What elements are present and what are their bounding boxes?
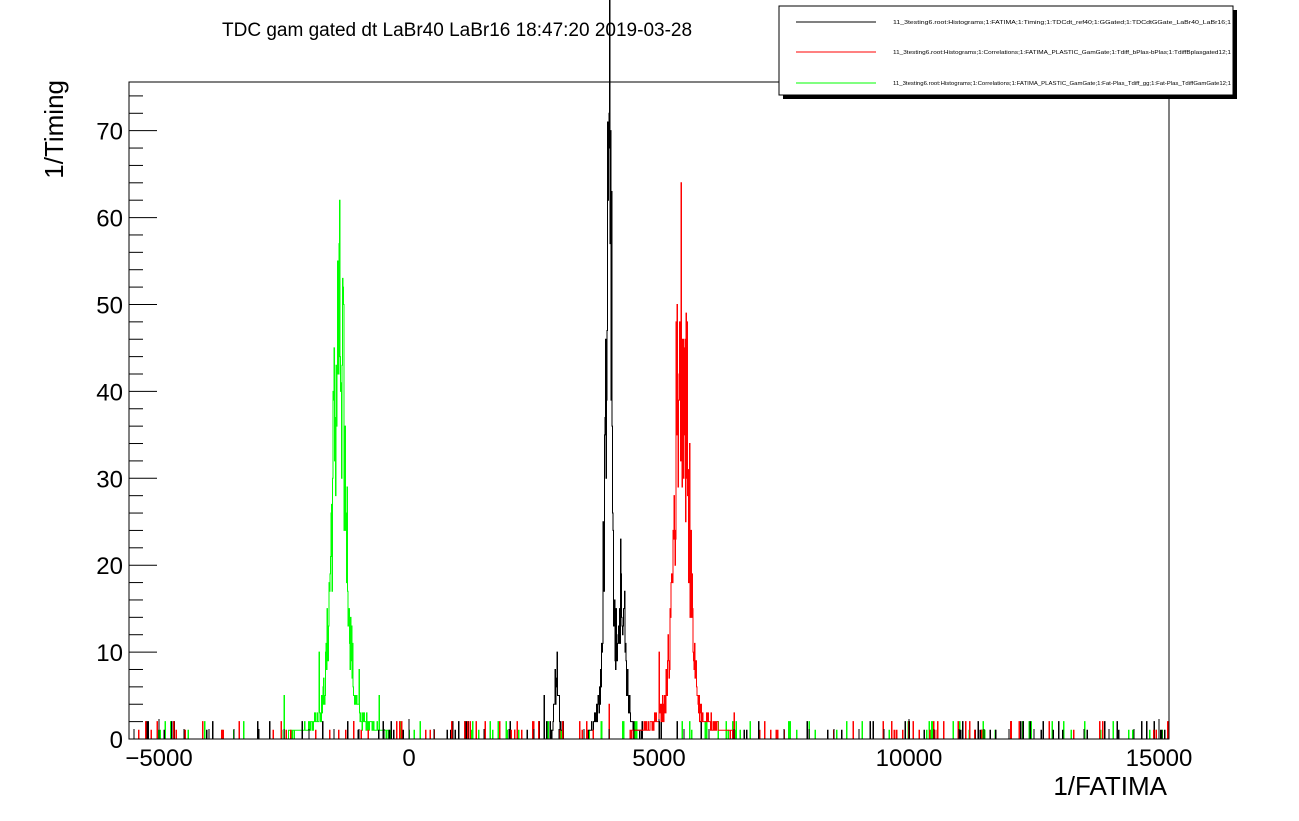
x-tick-label: 10000: [876, 745, 943, 772]
legend-box: [778, 5, 1234, 96]
series-line: [129, 199, 1169, 740]
x-tick-label: −5000: [125, 745, 192, 772]
y-tick-label: 30: [96, 466, 123, 493]
y-tick-label: 20: [96, 553, 123, 580]
series-layer: [129, 0, 1169, 740]
y-tick-label: 50: [96, 292, 123, 319]
x-tick-label: 5000: [632, 745, 685, 772]
y-axis-title: 1/Timing: [39, 80, 69, 179]
y-tick-label: 10: [96, 640, 123, 667]
x-axis: −5000 0 5000 10000 15000: [125, 719, 1192, 772]
x-axis-title: 1/FATIMA: [1053, 771, 1167, 801]
y-tick-label: 40: [96, 379, 123, 406]
series-line: [129, 0, 1169, 740]
series-line: [129, 182, 1169, 740]
plot-frame: [128, 81, 1170, 740]
y-axis: 0 10 20 30 40 50 60 70: [96, 95, 157, 754]
x-tick-label: 15000: [1126, 745, 1193, 772]
legend-entry: 11_3testing6.root:Histograms;1:FATIMA;1:…: [893, 20, 1231, 26]
legend-entry: 11_3testing6.root:Histograms;1:Correlati…: [893, 50, 1231, 56]
chart-title: TDC gam gated dt LaBr40 LaBr16 18:47:20 …: [222, 20, 692, 41]
legend-entry: 11_3testing6.root:Histograms;1:Correlati…: [893, 81, 1231, 87]
x-tick-label: 0: [402, 745, 415, 772]
y-tick-label: 70: [96, 119, 123, 146]
y-tick-label: 0: [110, 727, 123, 754]
legend: 11_3testing6.root:Histograms;1:FATIMA;1:…: [778, 5, 1237, 99]
y-tick-label: 60: [96, 206, 123, 233]
